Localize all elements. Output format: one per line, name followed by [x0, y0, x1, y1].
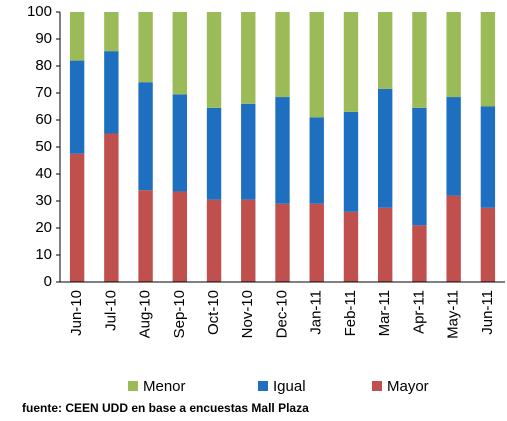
source-note: fuente: CEEN UDD en base a encuestas Mal… [22, 401, 309, 415]
bar-segment [309, 12, 324, 118]
y-tick-label: 10 [35, 246, 52, 263]
x-tick-label: Jun-11 [479, 290, 496, 335]
bar-segment [241, 103, 256, 200]
bar-segment [412, 12, 427, 108]
y-tick-label: 40 [35, 165, 52, 182]
bar-segment [241, 12, 256, 104]
bar-segment [172, 191, 187, 282]
bar-segment [104, 51, 119, 134]
y-tick-label: 60 [35, 111, 52, 128]
bar-segment [69, 153, 85, 282]
legend-label: Igual [273, 378, 306, 395]
bar-segment [309, 203, 324, 282]
y-tick-label: 30 [35, 192, 52, 209]
bar-segment [480, 106, 496, 208]
legend-swatch [128, 381, 138, 391]
bar-segment [104, 12, 119, 52]
bar-segment [206, 199, 222, 282]
bar-segment [275, 97, 290, 204]
y-tick-label: 80 [35, 57, 52, 74]
bar-segment [378, 207, 393, 282]
bar-segment [343, 111, 359, 212]
bar-segment [241, 199, 256, 282]
bar-segment [309, 117, 324, 204]
bar-segment [446, 97, 461, 196]
bar-segment [412, 225, 427, 282]
y-tick-label: 100 [27, 3, 52, 20]
x-tick-label: May-11 [445, 290, 462, 339]
bar-segment [446, 195, 461, 282]
bar-segment [172, 12, 187, 95]
bar-segment [172, 94, 187, 192]
bar-segment [412, 107, 427, 226]
legend-swatch [258, 381, 268, 391]
bar-segment [206, 107, 222, 200]
bar-segment [343, 211, 359, 282]
bar-segment [446, 12, 461, 98]
bar-segment [104, 133, 119, 282]
x-tick-label: Feb-11 [342, 290, 359, 336]
legend-label: Menor [143, 378, 186, 395]
bar-segment [138, 12, 153, 83]
bar-segment [378, 88, 393, 208]
x-tick-label: Oct-10 [205, 290, 222, 335]
bar-segment [69, 60, 85, 154]
x-tick-label: Apr-11 [410, 290, 427, 334]
bar-segment [480, 12, 496, 107]
legend-label: Mayor [387, 378, 429, 395]
x-tick-label: Jan-11 [308, 290, 325, 335]
bar-segment [275, 12, 290, 98]
bar-segment [275, 203, 290, 282]
legend-swatch [372, 381, 382, 391]
bar-segment [138, 82, 153, 191]
bar-segment [69, 12, 85, 61]
bar-segment [206, 12, 222, 108]
x-tick-label: Jul-10 [102, 290, 119, 331]
y-tick-label: 0 [44, 273, 52, 290]
y-tick-label: 20 [35, 219, 52, 236]
bar-segment [343, 12, 359, 112]
y-tick-label: 50 [35, 138, 52, 155]
bar-segment [480, 207, 496, 282]
bar-segment [378, 12, 393, 89]
x-tick-label: Nov-10 [239, 290, 256, 338]
x-tick-label: Dec-10 [273, 290, 290, 338]
y-tick-label: 90 [35, 30, 52, 47]
x-tick-label: Jun-10 [68, 290, 85, 336]
x-tick-label: Aug-10 [137, 290, 154, 338]
y-tick-label: 70 [35, 84, 52, 101]
x-tick-label: Mar-11 [376, 290, 393, 336]
bar-segment [138, 190, 153, 282]
x-tick-label: Sep-10 [171, 290, 188, 338]
